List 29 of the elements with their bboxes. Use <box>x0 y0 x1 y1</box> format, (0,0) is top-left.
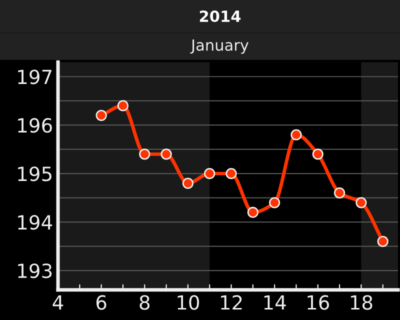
point <box>312 148 324 160</box>
point <box>117 100 129 112</box>
x-tick-label: 14 <box>264 295 286 310</box>
x-tick-label: 8 <box>140 295 150 310</box>
point <box>226 168 237 180</box>
point <box>377 236 388 247</box>
x-tick-label: 10 <box>178 295 200 310</box>
point <box>247 206 258 218</box>
point <box>96 110 107 121</box>
chart-subtitle: January <box>190 39 249 54</box>
x-tick-label: 4 <box>52 295 64 310</box>
x-tick-label: 18 <box>350 295 372 310</box>
y-tick-label: 197 <box>18 70 52 84</box>
point <box>139 148 150 160</box>
point <box>182 178 194 189</box>
point <box>269 197 280 208</box>
point <box>356 197 367 208</box>
point <box>290 129 302 140</box>
y-tick-label: 196 <box>18 118 52 133</box>
point <box>334 187 346 199</box>
y-tick-label: 193 <box>18 263 52 278</box>
x-tick-label: 16 <box>308 295 330 310</box>
x-tick-label: 12 <box>221 295 242 310</box>
y-tick-label: 194 <box>18 215 52 230</box>
y-tick-label: 195 <box>18 166 52 182</box>
chart-title: 2014 <box>200 10 241 22</box>
point <box>204 168 216 180</box>
point <box>160 148 172 160</box>
x-tick-label: 6 <box>96 295 106 310</box>
